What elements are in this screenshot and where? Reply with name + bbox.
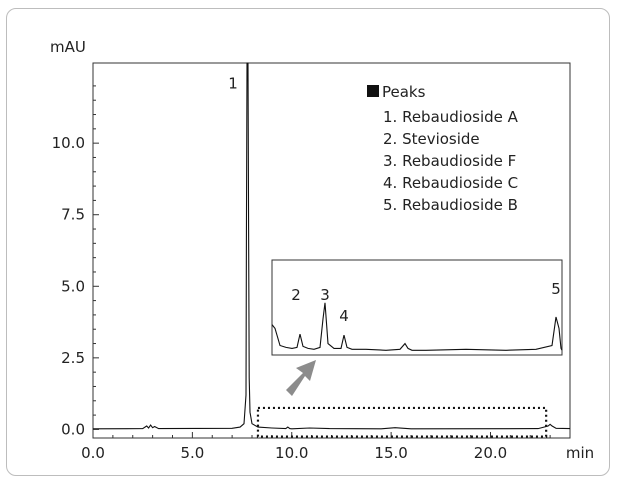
x-axis-label: min [566, 444, 594, 462]
y-tick-label: 0.0 [61, 420, 85, 438]
y-tick-label: 7.5 [61, 206, 85, 224]
x-tick-label: 5.0 [180, 444, 204, 462]
y-axis-label: mAU [50, 38, 86, 56]
x-tick-label: 10.0 [275, 444, 308, 462]
inset-panel: 2 34 5 [271, 259, 563, 356]
zoom-arrow-icon [286, 360, 316, 396]
inset-peak-label: 3 [320, 286, 330, 304]
x-tick-label: 0.0 [81, 444, 105, 462]
inset-peak-label: 4 [339, 307, 349, 325]
legend-title: Peaks [382, 83, 426, 101]
annotations [256, 360, 548, 438]
zoom-region-box [256, 406, 548, 438]
y-tick-label: 10.0 [52, 134, 85, 152]
y-tick-label: 5.0 [61, 277, 85, 295]
chromatogram-line [92, 62, 571, 430]
legend-item: 5. Rebaudioside B [383, 196, 518, 214]
peak-label: 1 [228, 74, 238, 92]
legend-item: 1. Rebaudioside A [383, 108, 519, 126]
legend-item: 4. Rebaudioside C [383, 174, 518, 192]
y-tick-label: 2.5 [61, 349, 85, 367]
legend: Peaks 1. Rebaudioside A 2. Stevioside 3. Re… [367, 83, 519, 214]
inset-chromatogram-line [271, 302, 563, 351]
x-tick-label: 20.0 [474, 444, 507, 462]
legend-item: 2. Stevioside [383, 130, 480, 148]
inset-peak-label: 2 [291, 286, 301, 304]
inset-peak-label: 5 [551, 280, 561, 298]
inset-border [271, 259, 563, 356]
x-tick-label: 15.0 [374, 444, 407, 462]
legend-marker [367, 85, 379, 97]
main-series: 1 [92, 62, 571, 430]
chart-frame [6, 8, 610, 476]
legend-item: 3. Rebaudioside F [383, 152, 516, 170]
axes: 0.0 2.5 5.0 7.5 10.0 0.0 5.0 10.0 15.0 20.0 mAU min [50, 38, 594, 462]
